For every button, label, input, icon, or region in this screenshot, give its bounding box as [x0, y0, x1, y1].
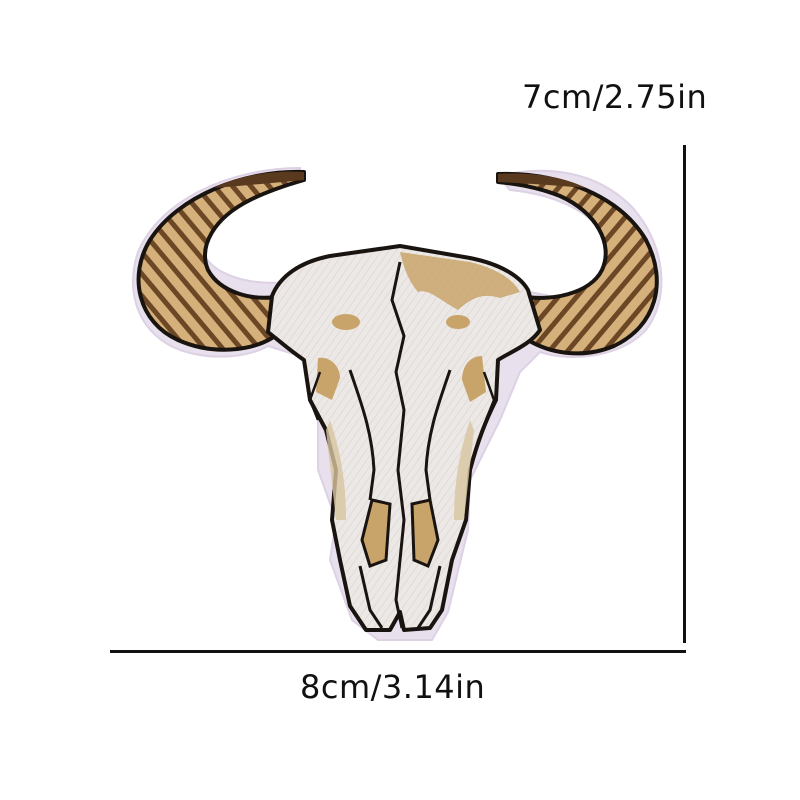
width-dimension-line: [110, 650, 686, 653]
height-label: 7cm/2.75in: [522, 78, 708, 116]
right-horn: [496, 171, 659, 356]
left-horn: [136, 169, 306, 352]
skull-body: [266, 244, 542, 632]
width-label: 8cm/3.14in: [300, 668, 486, 706]
height-dimension-line: [683, 145, 686, 643]
